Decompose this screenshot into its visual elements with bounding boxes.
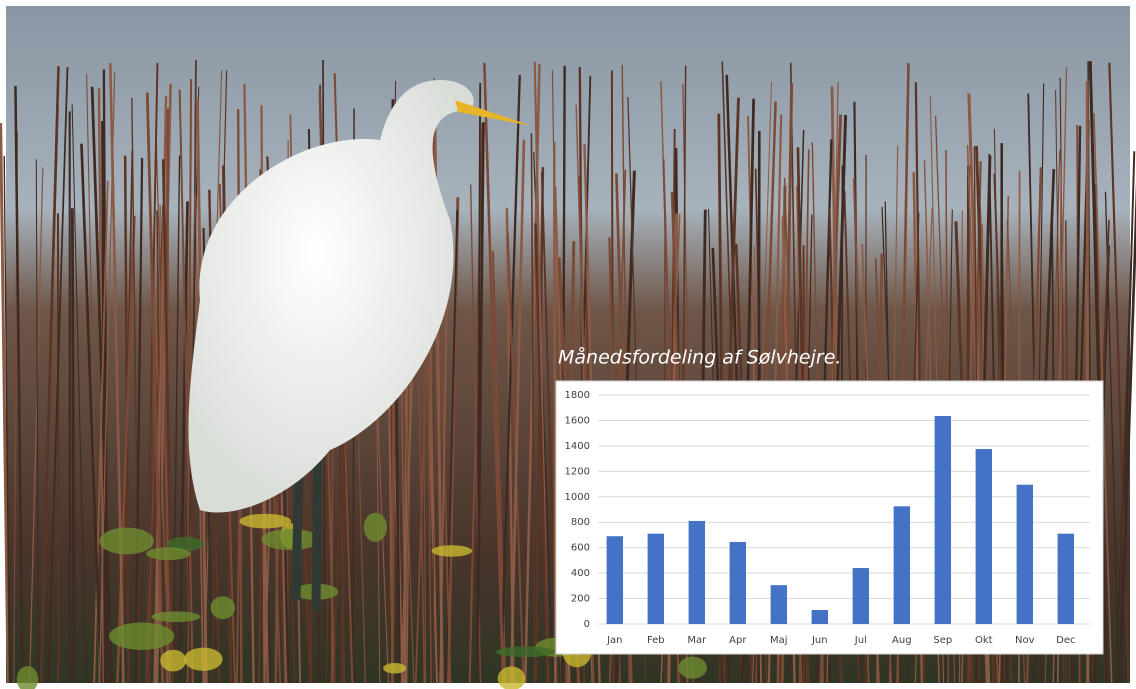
leaf: [383, 662, 407, 674]
bar: [729, 541, 747, 624]
x-tick-label: Jul: [854, 635, 867, 646]
x-tick-label: Sep: [933, 635, 952, 646]
leaf: [151, 611, 201, 623]
leaf: [160, 649, 187, 672]
leaf: [167, 536, 204, 552]
reed: [1088, 60, 1108, 684]
y-tick-label: 400: [571, 568, 590, 579]
x-tick-label: Aug: [892, 635, 912, 646]
reed: [35, 159, 40, 684]
reed: [1115, 209, 1134, 684]
reed: [116, 215, 136, 684]
reed: [178, 89, 194, 684]
leaf: [363, 512, 388, 542]
y-tick-label: 1000: [565, 492, 590, 503]
reed: [534, 167, 545, 684]
reed: [144, 63, 159, 684]
reed: [172, 155, 181, 684]
leaf: [16, 665, 39, 689]
reed: [1108, 62, 1130, 684]
x-tick-label: Jan: [606, 635, 622, 646]
leaf: [497, 666, 526, 689]
chart: 0 200 400 600 800 1000 1200 1400 1600 1800 Jan Feb M…: [565, 390, 1090, 646]
leaf: [108, 622, 175, 650]
y-tick-label: 0: [584, 619, 590, 630]
reed: [475, 122, 485, 684]
bar: [852, 568, 870, 624]
x-tick-label: Okt: [975, 635, 993, 646]
leaf: [239, 513, 292, 529]
reed: [70, 208, 76, 684]
reed: [468, 122, 484, 684]
egret-body: [188, 80, 474, 513]
reed: [101, 121, 107, 684]
reed: [145, 92, 165, 684]
chart-title: Månedsfordeling af Sølvhejre.: [558, 346, 841, 369]
y-tick-label: 800: [571, 517, 590, 528]
egret-beak: [455, 100, 532, 126]
reed: [0, 123, 10, 684]
x-tick-label: Dec: [1056, 635, 1075, 646]
reed: [47, 67, 69, 684]
bar: [688, 520, 706, 624]
reed: [534, 223, 549, 684]
reed: [161, 159, 174, 684]
leaf: [495, 646, 555, 658]
reed: [1119, 181, 1136, 684]
reed: [131, 97, 140, 684]
x-tick-label: Apr: [729, 635, 747, 646]
reed: [14, 85, 24, 684]
bar: [1057, 533, 1075, 624]
leaf: [678, 656, 708, 679]
leaf: [261, 528, 321, 551]
x-tick-label: Feb: [647, 635, 665, 646]
chart-area: [555, 380, 1104, 655]
reed: [3, 155, 11, 684]
reed: [552, 141, 557, 684]
reed: [98, 71, 116, 684]
leaf: [210, 596, 235, 620]
x-tick-label: Jun: [811, 635, 828, 646]
y-tick-label: 600: [571, 543, 590, 554]
reed: [530, 133, 536, 684]
x-tick-label: Maj: [770, 635, 788, 646]
reed: [28, 167, 44, 684]
reed: [40, 104, 59, 684]
reed: [102, 69, 109, 684]
reed: [499, 75, 521, 684]
bar: [811, 610, 829, 624]
x-tick-label: Nov: [1015, 635, 1035, 646]
y-tick-label: 200: [571, 594, 590, 605]
leaf: [431, 545, 473, 557]
reed: [93, 180, 109, 684]
bar: [606, 536, 624, 624]
leaf: [146, 547, 191, 561]
bar: [1016, 484, 1034, 624]
bar: [934, 415, 952, 624]
reed: [71, 104, 87, 684]
leaf: [99, 527, 154, 555]
bar: [770, 585, 788, 624]
reed: [134, 157, 144, 684]
reed: [445, 210, 459, 684]
x-tick-label: Mar: [687, 635, 707, 646]
y-tick-label: 1200: [565, 466, 590, 477]
y-tick-label: 1600: [565, 415, 590, 426]
y-tick-label: 1400: [565, 441, 590, 452]
bar: [647, 533, 665, 624]
bar: [975, 449, 993, 624]
reed: [483, 62, 505, 684]
reed: [509, 139, 526, 684]
leaf: [183, 647, 223, 671]
bar: [893, 506, 911, 624]
reed: [80, 143, 103, 684]
y-tick-label: 1800: [565, 390, 590, 401]
